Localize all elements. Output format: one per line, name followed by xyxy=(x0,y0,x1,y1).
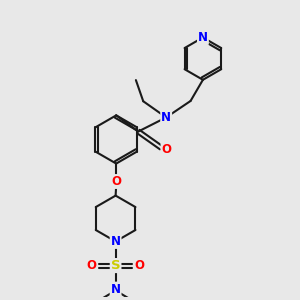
Text: O: O xyxy=(86,259,97,272)
Text: O: O xyxy=(135,259,145,272)
Text: N: N xyxy=(198,31,208,44)
Text: O: O xyxy=(111,175,121,188)
Text: N: N xyxy=(111,235,121,248)
Text: S: S xyxy=(111,259,120,272)
Text: N: N xyxy=(111,283,121,296)
Text: O: O xyxy=(161,143,172,156)
Text: N: N xyxy=(161,111,171,124)
